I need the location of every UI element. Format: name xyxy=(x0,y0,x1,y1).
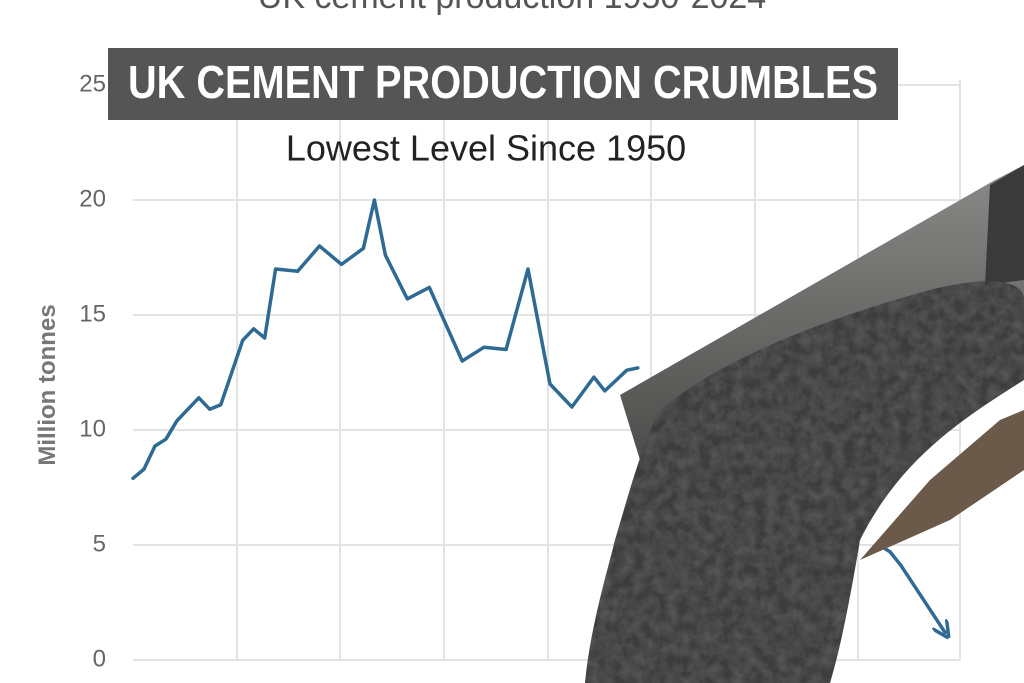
headline-banner xyxy=(108,48,898,120)
chute-handle xyxy=(985,165,1024,285)
y-tick-label: 20 xyxy=(79,185,106,212)
chute-edge xyxy=(860,410,1024,560)
y-tick-label: 25 xyxy=(79,70,106,97)
y-tick-label: 15 xyxy=(79,300,106,327)
chart-title: UK cement production 1950-2024 xyxy=(258,0,766,16)
y-tick-label: 0 xyxy=(93,645,106,672)
headline: UK CEMENT PRODUCTION CRUMBLES xyxy=(128,56,878,108)
cement-pile xyxy=(585,281,1024,683)
y-tick-label: 5 xyxy=(93,530,106,557)
subtitle: Lowest Level Since 1950 xyxy=(286,128,686,169)
y-axis-label: Million tonnes xyxy=(34,304,61,465)
cement-photo xyxy=(585,165,1024,683)
y-tick-label: 10 xyxy=(79,415,106,442)
